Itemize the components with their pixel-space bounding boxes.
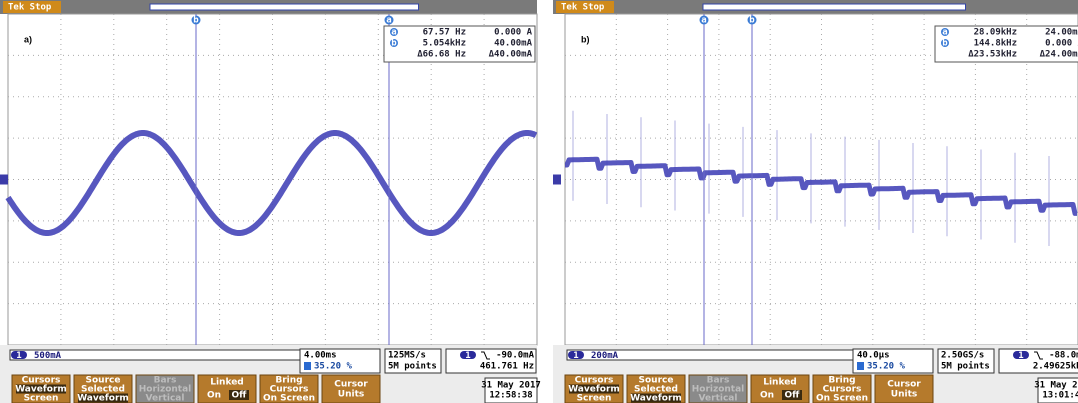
readout-marker-label: a xyxy=(942,28,947,38)
readout-marker-label: a xyxy=(391,28,396,38)
menu-choice: Off xyxy=(785,391,801,401)
readout-value: 67.57 Hz xyxy=(423,28,466,38)
menu-text: Units xyxy=(891,390,917,400)
menu-text: Vertical xyxy=(699,394,738,403)
timeline xyxy=(703,4,966,10)
menu-text: Cursor xyxy=(334,380,368,390)
readout-marker-label: b xyxy=(942,39,948,49)
position: 35.20 % xyxy=(867,362,906,372)
readout-value: 28.09kHz xyxy=(974,28,1017,38)
readout-value: 40.00mA xyxy=(494,39,533,49)
status: Tek Stop xyxy=(8,3,52,13)
readout-value: Δ24.00mA xyxy=(1040,50,1078,60)
trigger-channel: 1 xyxy=(465,351,470,361)
timebase: 40.0µs xyxy=(857,351,890,361)
screens: Tek Stopa)aba67.57 Hz0.000 Ab5.054kHz40.… xyxy=(0,0,1078,403)
cursor-marker-label: a xyxy=(386,16,391,26)
trigger-channel: 1 xyxy=(1018,351,1023,361)
channel-scale: 500mA xyxy=(34,351,62,361)
menu-text: Vertical xyxy=(146,394,185,403)
channel-number: 1 xyxy=(16,351,21,361)
menu-choice: On xyxy=(760,391,774,401)
menu-text: On Screen xyxy=(816,394,868,403)
cursor-marker-label: b xyxy=(749,16,755,26)
date: 31 May 2017 xyxy=(481,381,541,391)
time: 12:58:38 xyxy=(489,391,532,401)
timebase: 4.00ms xyxy=(304,351,337,361)
readout-value: 0.000 A xyxy=(494,28,533,38)
record-length: 5M points xyxy=(388,361,437,372)
position-badge xyxy=(304,362,311,370)
channel-marker xyxy=(553,175,561,185)
menu-text: On Screen xyxy=(263,394,315,403)
readout-value: 24.00mA xyxy=(1045,28,1078,38)
cursor-marker-label: b xyxy=(193,16,199,26)
channel-scale: 200mA xyxy=(591,351,619,361)
menu-title: Linked xyxy=(763,378,797,388)
position: 35.20 % xyxy=(314,362,353,372)
menu-text: Screen xyxy=(24,394,59,403)
readout-marker-label: b xyxy=(391,39,397,49)
trigger-frequency: 461.761 Hz xyxy=(480,362,534,372)
menu-text: Screen xyxy=(577,394,612,403)
channel-number: 1 xyxy=(573,351,578,361)
readout-value: Δ23.53kHz xyxy=(968,50,1017,60)
position-badge xyxy=(857,362,864,370)
menu-text: Cursor xyxy=(887,380,921,390)
menu-choice: On xyxy=(207,391,221,401)
menu-text: Waveform xyxy=(630,394,682,403)
panel-label: a) xyxy=(24,34,32,44)
panel-label: b) xyxy=(581,34,590,44)
cursor-marker-label: a xyxy=(701,16,706,26)
time: 13:01:46 xyxy=(1042,391,1078,401)
record-length: 5M points xyxy=(941,361,990,372)
status: Tek Stop xyxy=(561,3,605,13)
readout-value: Δ40.00mA xyxy=(489,50,533,60)
menu-text: Waveform xyxy=(77,394,129,403)
date: 31 May 2017 xyxy=(1034,381,1078,391)
readout-value: 0.000 A xyxy=(1045,39,1078,49)
timeline xyxy=(150,4,419,10)
trigger-level: -88.0mA xyxy=(1049,351,1078,361)
trigger-frequency: 2.49625kHz xyxy=(1033,362,1078,372)
readout-value: Δ66.68 Hz xyxy=(417,50,466,60)
sample-rate: 125MS/s xyxy=(388,351,426,361)
menu-choice: Off xyxy=(232,391,248,401)
readout-value: 5.054kHz xyxy=(423,39,466,49)
channel-marker xyxy=(0,175,8,185)
menu-text: Units xyxy=(338,390,364,400)
trigger-level: -90.0mA xyxy=(496,351,535,361)
sample-rate: 2.50GS/s xyxy=(941,351,984,361)
readout-value: 144.8kHz xyxy=(974,39,1017,49)
menu-title: Linked xyxy=(210,378,244,388)
